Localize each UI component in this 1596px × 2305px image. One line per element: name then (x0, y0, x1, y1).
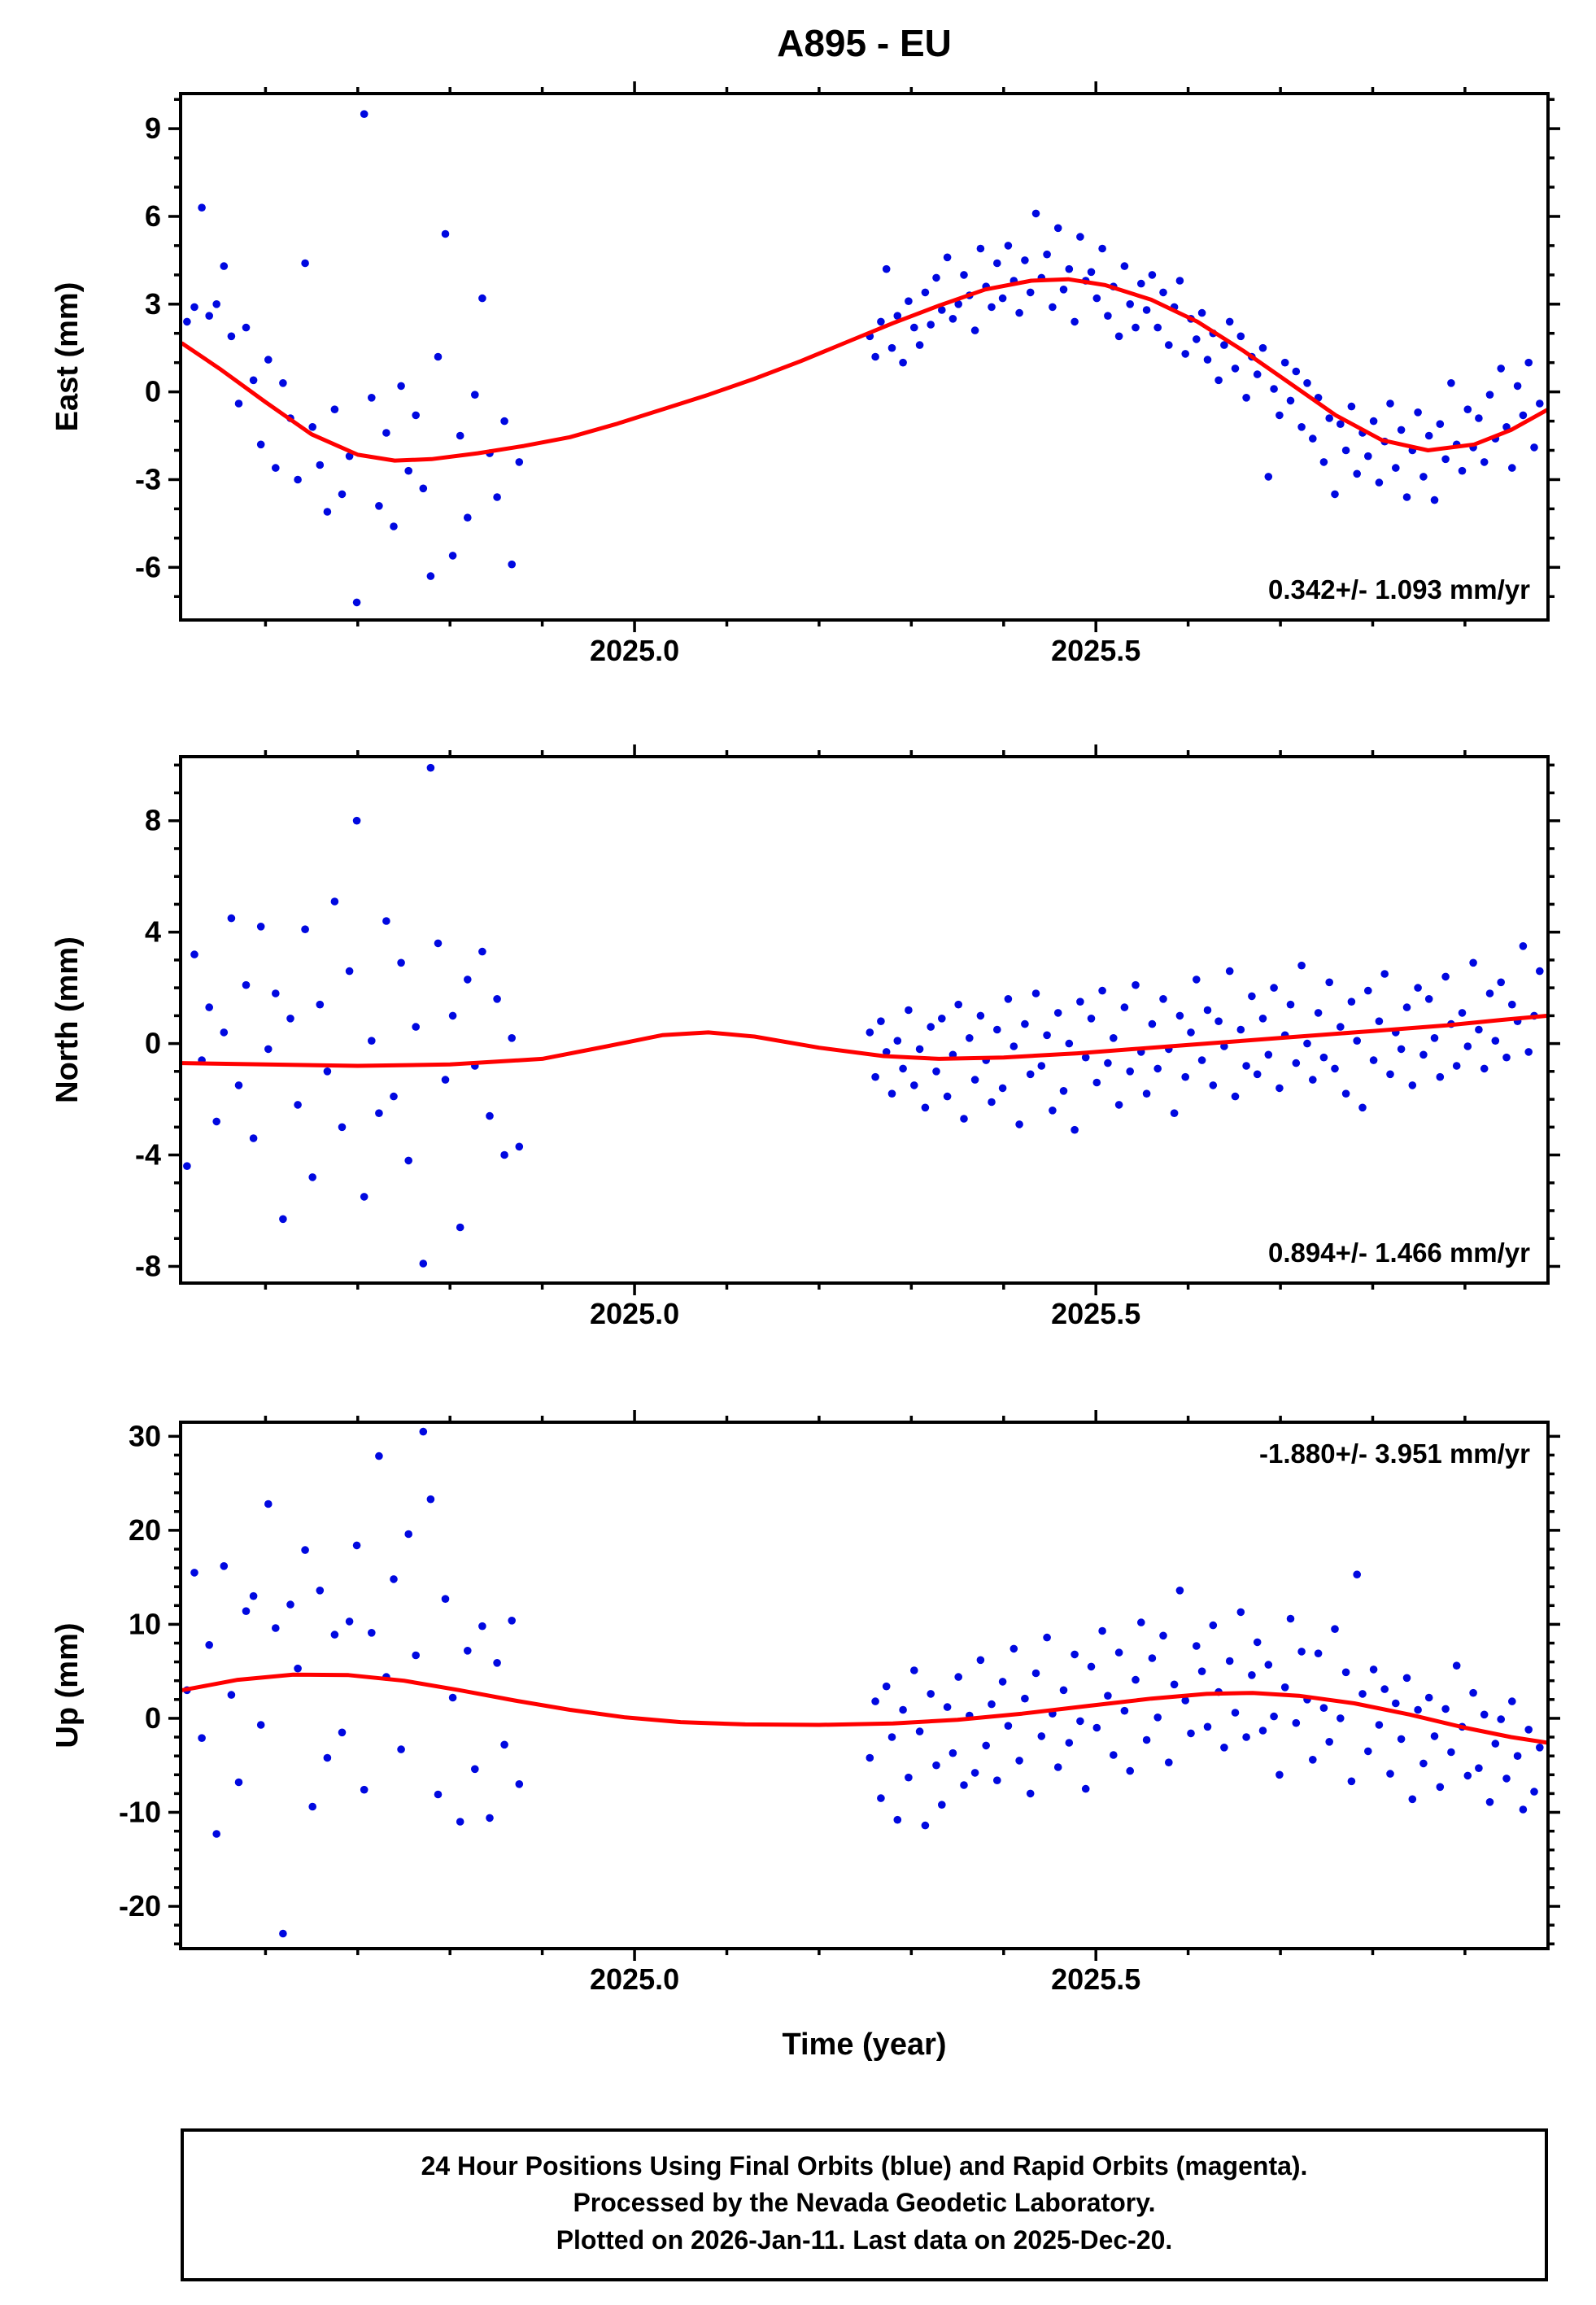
svg-text:6: 6 (145, 199, 161, 233)
east-data-points (181, 110, 1548, 607)
north-axis-label: North (mm) (50, 936, 85, 1103)
up-axis-label: Up (mm) (50, 1622, 85, 1748)
svg-text:-8: -8 (135, 1249, 161, 1282)
footer-line-orbits: 24 Hour Positions Using Final Orbits (bl… (421, 2151, 1308, 2181)
footer-line-plotted: Plotted on 2026-Jan-11. Last data on 202… (556, 2224, 1173, 2255)
svg-text:-20: -20 (119, 1889, 161, 1923)
up-data-points (181, 1427, 1548, 1938)
svg-text:10: 10 (129, 1607, 161, 1640)
north-ticks (168, 744, 1560, 1295)
svg-text:-6: -6 (135, 550, 161, 583)
svg-text:30: 30 (129, 1419, 161, 1452)
svg-text:4: 4 (145, 915, 161, 949)
up-rate-annotation: -1.880+/- 3.951 mm/yr (1259, 1438, 1530, 1469)
svg-text:0: 0 (145, 1027, 161, 1060)
svg-text:9: 9 (145, 111, 161, 145)
north-panel-plot: 2025.0 2025.5 -8 -4 0 4 8 0.894+/- 1.466 mm/yr N… (50, 744, 1560, 1330)
svg-text:2025.5: 2025.5 (1051, 1297, 1140, 1330)
page-title: A895 - EU (777, 22, 952, 64)
up-panel-plot: 2025.0 2025.5 -20 -10 0 10 20 30 -1.880+/- 3.951… (50, 1410, 1560, 1996)
east-rate-annotation: 0.342+/- 1.093 mm/yr (1268, 574, 1530, 605)
svg-text:2025.0: 2025.0 (590, 1962, 679, 1996)
x-axis-label: Time (year) (782, 2028, 947, 2062)
footer-info-box: 24 Hour Positions Using Final Orbits (bl… (181, 2128, 1548, 2282)
svg-text:2025.5: 2025.5 (1051, 1962, 1140, 1996)
svg-text:2025.5: 2025.5 (1051, 634, 1140, 667)
east-axis-label: East (mm) (50, 282, 85, 432)
svg-text:2025.0: 2025.0 (590, 1297, 679, 1330)
svg-text:-4: -4 (135, 1138, 161, 1172)
east-tick-labels: 2025.0 2025.5 -6 -3 0 3 6 9 (135, 111, 1140, 667)
svg-text:0: 0 (145, 375, 161, 408)
svg-text:0: 0 (145, 1701, 161, 1735)
svg-text:-10: -10 (119, 1795, 161, 1828)
svg-text:-3: -3 (135, 462, 161, 495)
svg-text:8: 8 (145, 804, 161, 837)
svg-text:2025.0: 2025.0 (590, 634, 679, 667)
up-ticks (168, 1410, 1560, 1961)
north-data-points (181, 763, 1548, 1268)
east-panel-plot: 2025.0 2025.5 -6 -3 0 3 6 9 0.342+/- 1.093 mm/yr… (50, 81, 1560, 667)
north-plot-frame (179, 755, 1550, 1285)
east-ticks (168, 81, 1560, 632)
svg-text:20: 20 (129, 1513, 161, 1547)
north-fit-line (181, 1013, 1548, 1068)
up-tick-labels: 2025.0 2025.5 -20 -10 0 10 20 30 (119, 1419, 1140, 1996)
svg-text:3: 3 (145, 287, 161, 321)
north-rate-annotation: 0.894+/- 1.466 mm/yr (1268, 1238, 1530, 1268)
east-fit-line (181, 277, 1548, 463)
footer-line-processed: Processed by the Nevada Geodetic Laborat… (573, 2188, 1156, 2218)
north-tick-labels: 2025.0 2025.5 -8 -4 0 4 8 (135, 804, 1140, 1330)
up-fit-line (181, 1672, 1548, 1745)
up-plot-frame (179, 1421, 1550, 1950)
east-plot-frame (179, 92, 1550, 622)
